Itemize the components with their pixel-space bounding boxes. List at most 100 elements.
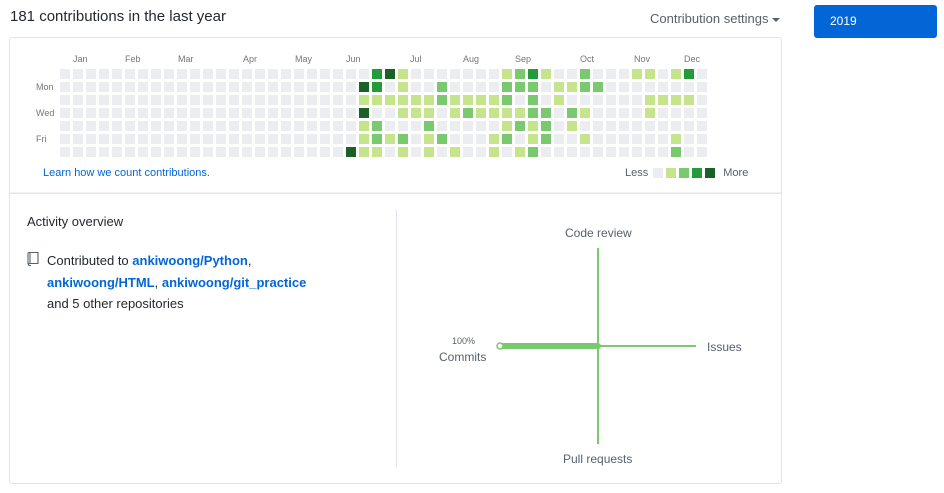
contribution-day[interactable] bbox=[671, 108, 681, 118]
contribution-day[interactable] bbox=[515, 95, 525, 105]
contribution-day[interactable] bbox=[242, 147, 252, 157]
contribution-day[interactable] bbox=[125, 121, 135, 131]
contribution-day[interactable] bbox=[684, 69, 694, 79]
contribution-day[interactable] bbox=[294, 69, 304, 79]
contribution-day[interactable] bbox=[73, 108, 83, 118]
contribution-day[interactable] bbox=[489, 134, 499, 144]
contribution-day[interactable] bbox=[489, 82, 499, 92]
contribution-day[interactable] bbox=[541, 82, 551, 92]
contribution-day[interactable] bbox=[125, 95, 135, 105]
contribution-day[interactable] bbox=[567, 95, 577, 105]
contribution-day[interactable] bbox=[151, 69, 161, 79]
contribution-day[interactable] bbox=[190, 82, 200, 92]
contribution-day[interactable] bbox=[86, 108, 96, 118]
contribution-day[interactable] bbox=[138, 134, 148, 144]
contribution-day[interactable] bbox=[125, 108, 135, 118]
contribution-day[interactable] bbox=[320, 95, 330, 105]
contribution-day[interactable] bbox=[320, 82, 330, 92]
contribution-day[interactable] bbox=[398, 95, 408, 105]
contribution-day[interactable] bbox=[515, 108, 525, 118]
contribution-day[interactable] bbox=[411, 121, 421, 131]
contribution-day[interactable] bbox=[255, 121, 265, 131]
contribution-day[interactable] bbox=[515, 147, 525, 157]
contribution-day[interactable] bbox=[281, 134, 291, 144]
contribution-day[interactable] bbox=[268, 69, 278, 79]
learn-how-we-count-link[interactable]: Learn how we count contributions. bbox=[43, 167, 210, 179]
contribution-day[interactable] bbox=[268, 82, 278, 92]
contribution-day[interactable] bbox=[593, 121, 603, 131]
contribution-day[interactable] bbox=[346, 69, 356, 79]
contribution-day[interactable] bbox=[372, 95, 382, 105]
contribution-day[interactable] bbox=[463, 147, 473, 157]
contribution-day[interactable] bbox=[593, 108, 603, 118]
contribution-day[interactable] bbox=[242, 95, 252, 105]
contribution-day[interactable] bbox=[216, 82, 226, 92]
contribution-day[interactable] bbox=[684, 95, 694, 105]
contribution-day[interactable] bbox=[411, 134, 421, 144]
contribution-day[interactable] bbox=[658, 147, 668, 157]
contribution-day[interactable] bbox=[112, 108, 122, 118]
contribution-day[interactable] bbox=[593, 69, 603, 79]
contribution-day[interactable] bbox=[281, 121, 291, 131]
contribution-day[interactable] bbox=[333, 121, 343, 131]
contribution-day[interactable] bbox=[567, 108, 577, 118]
contribution-day[interactable] bbox=[632, 147, 642, 157]
contribution-day[interactable] bbox=[632, 95, 642, 105]
contribution-day[interactable] bbox=[99, 121, 109, 131]
contribution-day[interactable] bbox=[164, 108, 174, 118]
contribution-day[interactable] bbox=[255, 134, 265, 144]
contribution-day[interactable] bbox=[86, 134, 96, 144]
contribution-day[interactable] bbox=[697, 108, 707, 118]
contribution-day[interactable] bbox=[125, 134, 135, 144]
contribution-day[interactable] bbox=[489, 108, 499, 118]
contribution-day[interactable] bbox=[294, 95, 304, 105]
contribution-day[interactable] bbox=[567, 147, 577, 157]
contribution-day[interactable] bbox=[437, 69, 447, 79]
contribution-day[interactable] bbox=[580, 69, 590, 79]
contribution-day[interactable] bbox=[619, 134, 629, 144]
contribution-day[interactable] bbox=[528, 121, 538, 131]
contribution-day[interactable] bbox=[203, 108, 213, 118]
contribution-day[interactable] bbox=[346, 108, 356, 118]
contribution-day[interactable] bbox=[528, 108, 538, 118]
contribution-day[interactable] bbox=[606, 121, 616, 131]
contribution-day[interactable] bbox=[151, 147, 161, 157]
contribution-day[interactable] bbox=[112, 134, 122, 144]
contribution-day[interactable] bbox=[463, 108, 473, 118]
contribution-day[interactable] bbox=[619, 69, 629, 79]
contribution-day[interactable] bbox=[242, 69, 252, 79]
contribution-day[interactable] bbox=[333, 108, 343, 118]
contribution-day[interactable] bbox=[619, 82, 629, 92]
contribution-day[interactable] bbox=[99, 147, 109, 157]
contribution-day[interactable] bbox=[216, 147, 226, 157]
contribution-day[interactable] bbox=[398, 134, 408, 144]
contribution-day[interactable] bbox=[671, 82, 681, 92]
contribution-day[interactable] bbox=[177, 69, 187, 79]
contribution-day[interactable] bbox=[476, 134, 486, 144]
contribution-day[interactable] bbox=[424, 82, 434, 92]
contribution-day[interactable] bbox=[229, 95, 239, 105]
contribution-day[interactable] bbox=[658, 82, 668, 92]
contribution-day[interactable] bbox=[632, 108, 642, 118]
contribution-day[interactable] bbox=[372, 69, 382, 79]
contribution-day[interactable] bbox=[476, 121, 486, 131]
contribution-day[interactable] bbox=[138, 147, 148, 157]
contribution-day[interactable] bbox=[567, 121, 577, 131]
contribution-day[interactable] bbox=[359, 121, 369, 131]
contribution-day[interactable] bbox=[216, 95, 226, 105]
contribution-day[interactable] bbox=[528, 134, 538, 144]
contribution-day[interactable] bbox=[333, 69, 343, 79]
contribution-day[interactable] bbox=[151, 108, 161, 118]
contribution-day[interactable] bbox=[567, 82, 577, 92]
contribution-day[interactable] bbox=[476, 82, 486, 92]
contribution-day[interactable] bbox=[333, 134, 343, 144]
contribution-day[interactable] bbox=[346, 82, 356, 92]
contribution-day[interactable] bbox=[138, 69, 148, 79]
contribution-day[interactable] bbox=[424, 69, 434, 79]
contribution-day[interactable] bbox=[502, 69, 512, 79]
contribution-day[interactable] bbox=[190, 69, 200, 79]
contribution-day[interactable] bbox=[229, 134, 239, 144]
contribution-day[interactable] bbox=[580, 147, 590, 157]
contribution-day[interactable] bbox=[255, 82, 265, 92]
contribution-day[interactable] bbox=[138, 108, 148, 118]
